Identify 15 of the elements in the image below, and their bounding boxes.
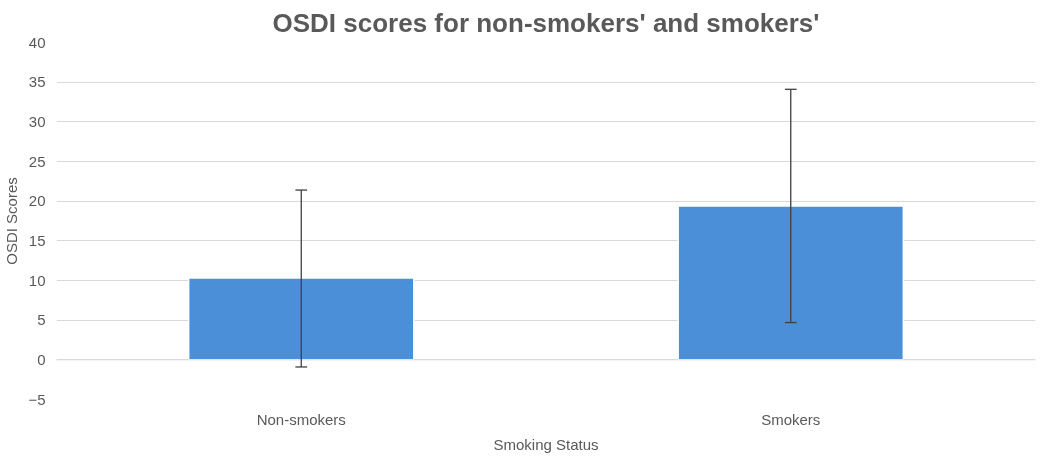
y-tick-label: 40 bbox=[28, 33, 46, 51]
y-tick-label: −5 bbox=[28, 390, 46, 408]
chart-title: OSDI scores for non-smokers' and smokers' bbox=[272, 7, 820, 38]
y-tick-label: 15 bbox=[28, 231, 46, 249]
x-axis-title: Smoking Status bbox=[493, 435, 599, 453]
y-tick-label: 10 bbox=[28, 271, 46, 289]
y-tick-label: 25 bbox=[28, 152, 46, 170]
x-tick-label: Non-smokers bbox=[256, 410, 346, 428]
x-tick-label: Smokers bbox=[761, 410, 821, 428]
y-tick-label: 5 bbox=[37, 311, 46, 329]
y-tick-label: 0 bbox=[37, 350, 46, 368]
y-tick-label: 35 bbox=[28, 73, 46, 91]
y-axis-title: OSDI Scores bbox=[3, 177, 21, 265]
y-tick-label: 20 bbox=[28, 192, 46, 210]
y-tick-label: 30 bbox=[28, 112, 46, 130]
